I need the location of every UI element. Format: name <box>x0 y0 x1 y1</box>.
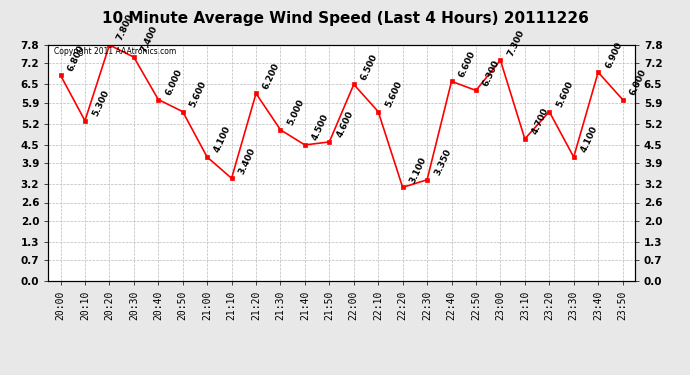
Text: 3.350: 3.350 <box>433 148 453 177</box>
Text: 4.100: 4.100 <box>213 125 233 154</box>
Text: 6.300: 6.300 <box>482 58 502 88</box>
Text: 3.400: 3.400 <box>237 146 257 176</box>
Text: 6.600: 6.600 <box>457 49 477 79</box>
Text: 5.600: 5.600 <box>384 80 404 109</box>
Text: 7.800: 7.800 <box>115 13 135 42</box>
Text: 4.700: 4.700 <box>531 106 551 136</box>
Text: 4.600: 4.600 <box>335 110 355 139</box>
Text: 6.000: 6.000 <box>628 68 648 97</box>
Text: 5.300: 5.300 <box>90 88 110 118</box>
Text: 6.000: 6.000 <box>164 68 184 97</box>
Text: 6.200: 6.200 <box>262 62 282 91</box>
Text: 3.100: 3.100 <box>408 155 428 184</box>
Text: 6.900: 6.900 <box>604 40 624 69</box>
Text: Copyright 2011 AAAtronics.com: Copyright 2011 AAAtronics.com <box>55 47 177 56</box>
Text: 5.600: 5.600 <box>188 80 208 109</box>
Text: 4.100: 4.100 <box>580 125 600 154</box>
Text: 5.000: 5.000 <box>286 98 306 127</box>
Text: 6.800: 6.800 <box>66 43 86 72</box>
Text: 4.500: 4.500 <box>310 113 331 142</box>
Text: 7.400: 7.400 <box>139 25 159 54</box>
Text: 6.500: 6.500 <box>359 52 380 82</box>
Text: 10 Minute Average Wind Speed (Last 4 Hours) 20111226: 10 Minute Average Wind Speed (Last 4 Hou… <box>101 11 589 26</box>
Text: 5.600: 5.600 <box>555 80 575 109</box>
Text: 7.300: 7.300 <box>506 28 526 57</box>
